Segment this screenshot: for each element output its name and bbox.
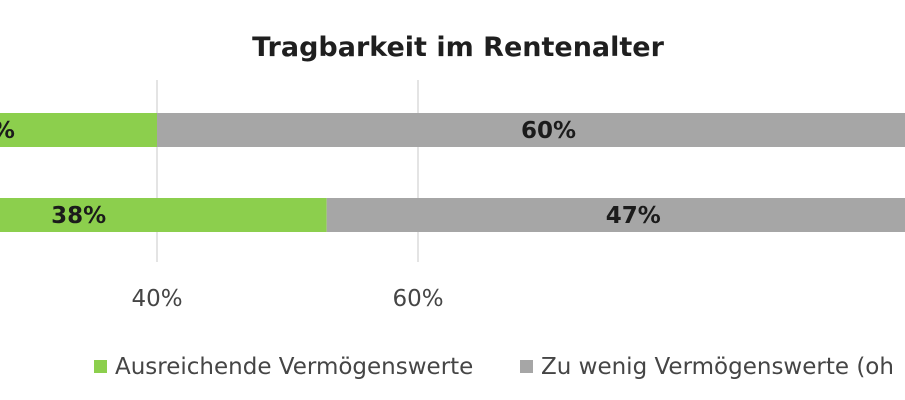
x-axis-tick-labels: 20%40%60% — [131, 286, 443, 312]
bar-segment — [157, 113, 905, 147]
legend-swatch — [94, 360, 107, 373]
gridlines — [156, 80, 419, 262]
bar-segment — [326, 198, 905, 232]
legend-label: Ausreichende Vermögenswerte — [115, 354, 473, 380]
bar-value-label: 60% — [521, 118, 576, 144]
legend-label: Zu wenig Vermögenswerte (oh — [541, 354, 894, 380]
bar-segment — [0, 113, 157, 147]
chart-title: Tragbarkeit im Rentenalter — [252, 32, 665, 63]
bar-value-label: 26% — [0, 118, 15, 144]
bar-value-label: 38% — [51, 203, 106, 229]
legend-swatch — [520, 360, 533, 373]
bar-segment — [0, 198, 327, 232]
bars: %26%60%%38%47% — [0, 113, 905, 232]
x-tick-label: 60% — [392, 286, 443, 312]
bar-value-label: 47% — [606, 203, 661, 229]
x-tick-label: 40% — [131, 286, 182, 312]
